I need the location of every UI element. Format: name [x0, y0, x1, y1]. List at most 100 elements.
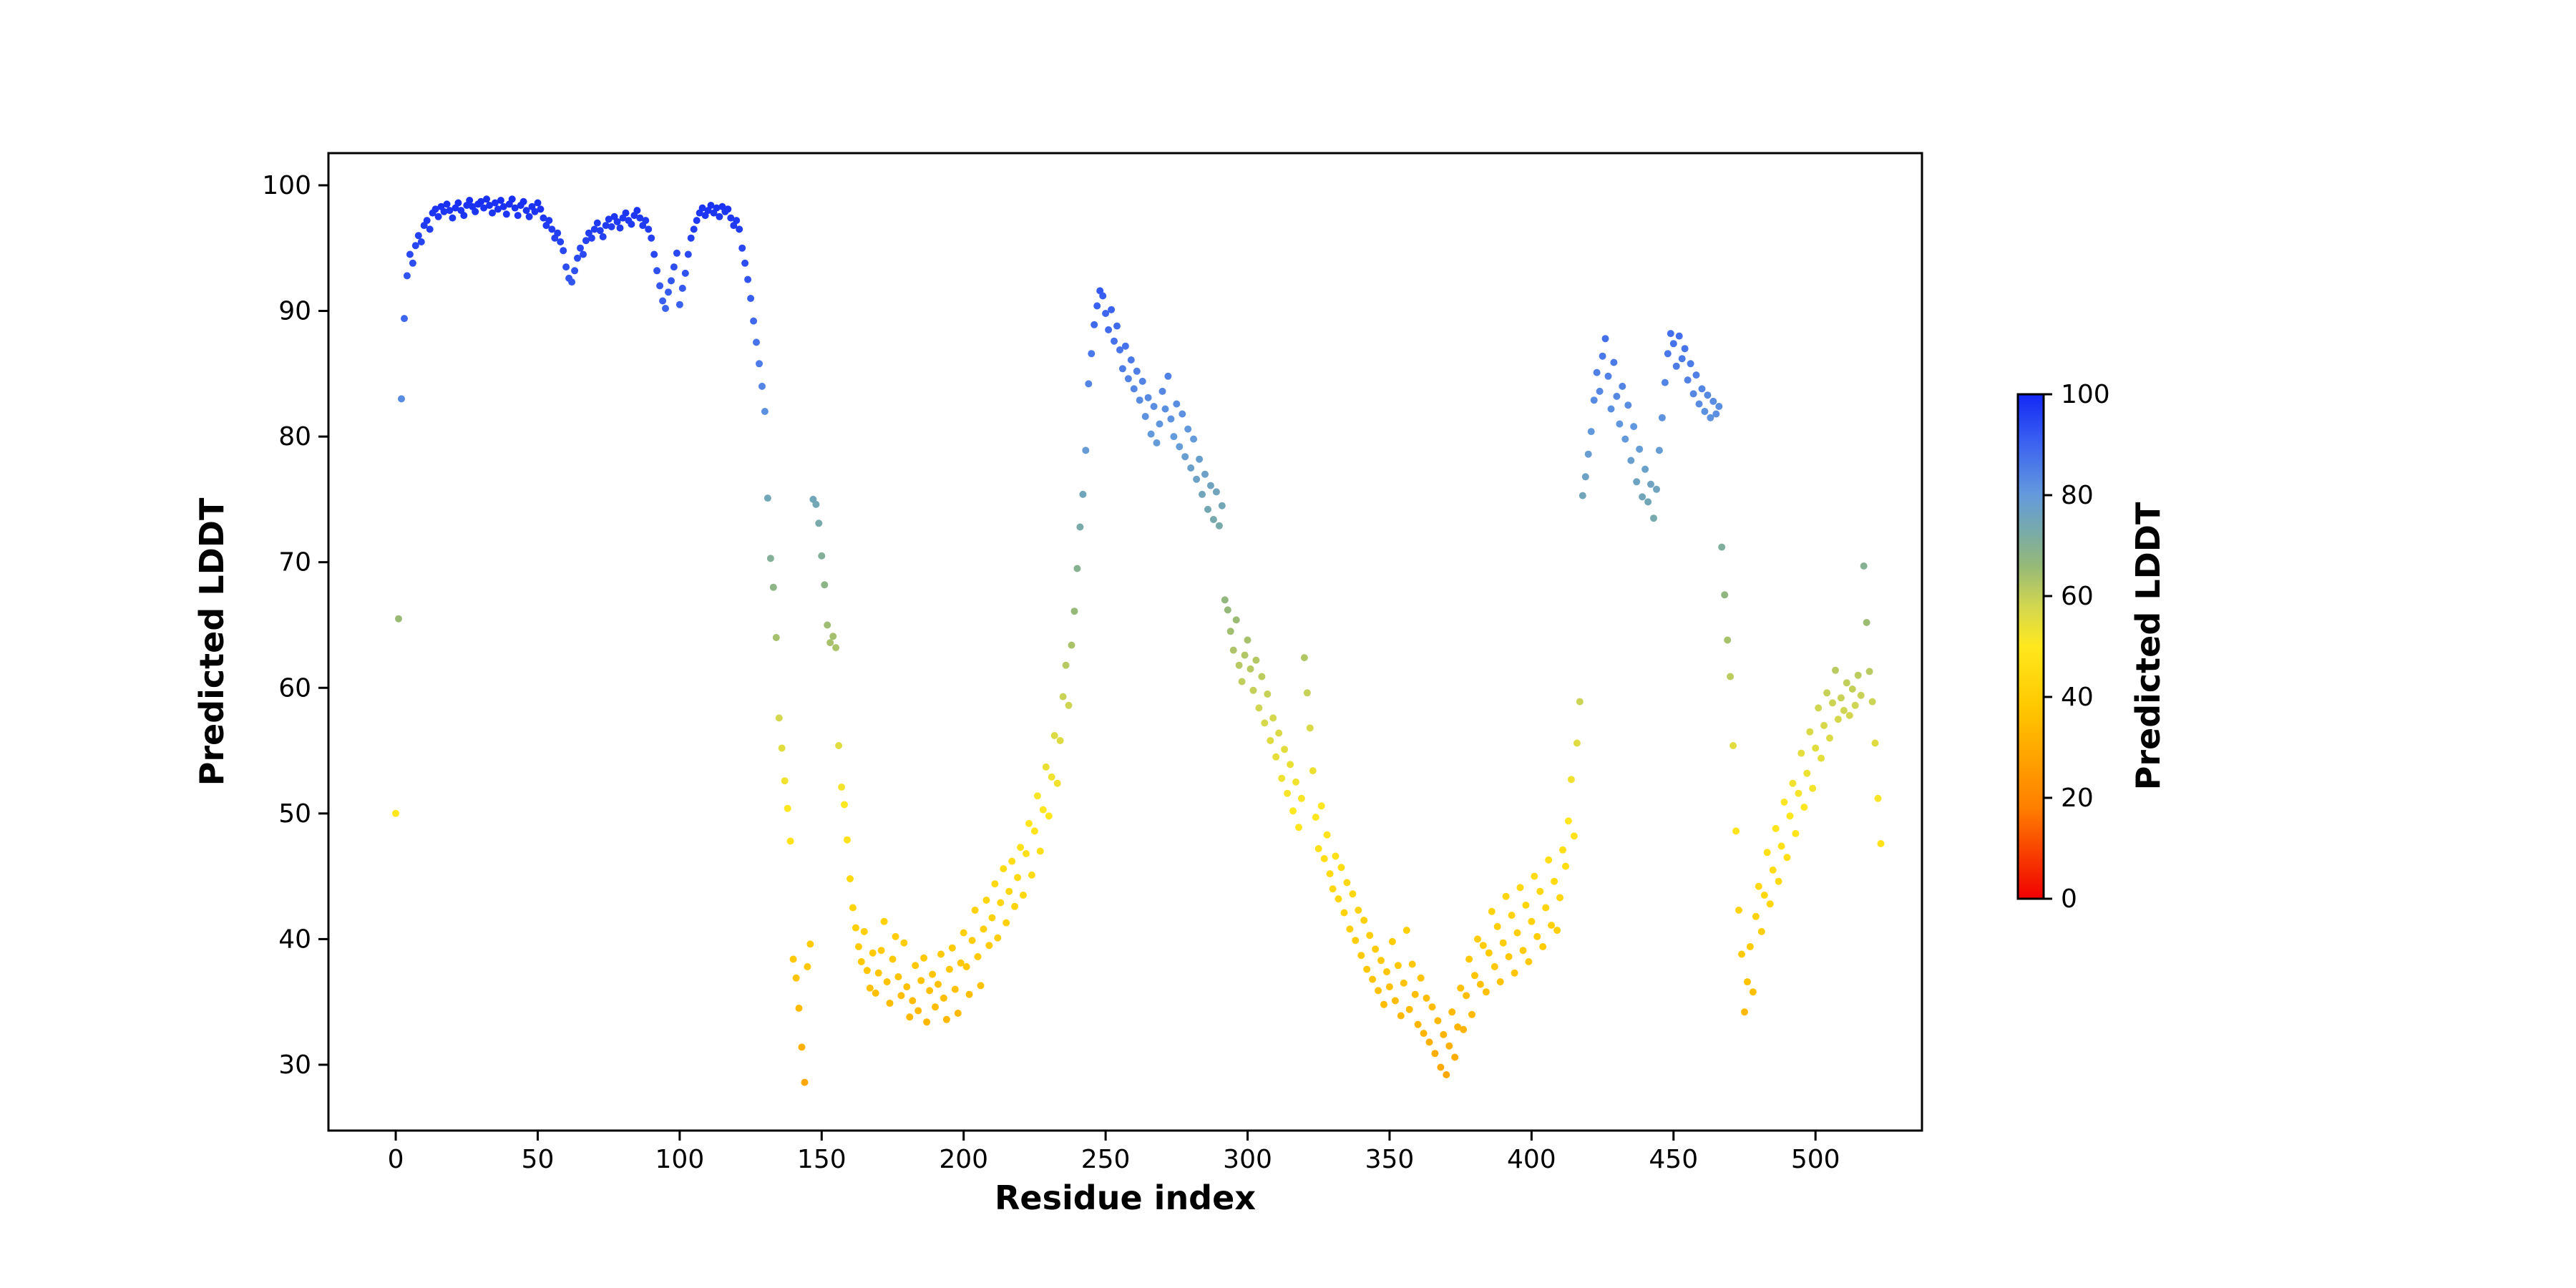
data-point: [1581, 473, 1589, 481]
data-point: [948, 944, 956, 952]
data-point: [1161, 405, 1169, 413]
data-point: [1226, 628, 1234, 635]
data-point: [1454, 1023, 1462, 1031]
data-point: [1042, 763, 1050, 771]
data-point: [1639, 493, 1646, 501]
data-point: [1669, 340, 1677, 348]
axes-box: [327, 152, 1923, 1132]
data-point: [1091, 321, 1098, 328]
data-point: [497, 197, 504, 204]
data-point: [571, 267, 579, 275]
data-point: [605, 215, 613, 223]
data-point: [1306, 724, 1314, 732]
data-point: [1150, 403, 1158, 410]
data-point: [1181, 453, 1189, 461]
data-point: [1366, 932, 1374, 940]
data-point: [1190, 435, 1198, 443]
data-point: [1179, 410, 1186, 418]
data-point: [1209, 516, 1217, 523]
data-point: [392, 809, 399, 817]
data-point: [1493, 922, 1501, 930]
data-point: [769, 583, 777, 591]
data-point: [1431, 1050, 1439, 1058]
data-point: [736, 225, 743, 233]
data-point: [1297, 794, 1305, 802]
data-point: [778, 744, 786, 752]
data-point: [1284, 789, 1292, 797]
data-point: [1818, 754, 1825, 762]
data-point: [1576, 698, 1584, 706]
y-tick-label: 100: [262, 171, 311, 200]
data-point: [1076, 523, 1084, 531]
data-point: [1468, 1010, 1475, 1018]
data-point: [1641, 465, 1649, 473]
colorbar: [2016, 393, 2045, 900]
data-point: [812, 500, 820, 508]
data-point: [406, 250, 414, 258]
data-point: [698, 204, 706, 212]
data-point: [519, 197, 527, 205]
data-point: [1005, 887, 1013, 895]
data-point: [962, 963, 970, 970]
data-point: [914, 1007, 922, 1015]
data-point: [1440, 1030, 1448, 1038]
data-point: [784, 804, 791, 812]
data-point: [1871, 739, 1879, 747]
data-point: [892, 932, 899, 940]
data-point: [932, 1003, 939, 1011]
data-point: [1380, 1000, 1387, 1008]
data-point: [477, 197, 485, 205]
data-point: [1860, 562, 1868, 570]
data-point: [1792, 829, 1800, 837]
data-point: [434, 213, 442, 220]
data-point: [727, 214, 735, 222]
data-point: [1559, 846, 1566, 854]
data-point: [1360, 917, 1368, 924]
data-point: [1786, 812, 1794, 820]
data-point: [687, 234, 695, 242]
data-point: [1303, 689, 1311, 697]
data-point: [1499, 939, 1507, 947]
data-point: [971, 907, 979, 914]
data-point: [616, 224, 624, 232]
data-point: [1837, 694, 1845, 702]
data-point: [1485, 949, 1493, 957]
data-point: [869, 949, 877, 957]
x-tick-label: 150: [797, 1145, 847, 1174]
data-point: [508, 195, 516, 203]
data-point: [923, 1018, 931, 1026]
data-point: [1607, 405, 1615, 413]
data-point: [1411, 990, 1419, 998]
data-point: [1695, 400, 1703, 408]
data-point: [1863, 619, 1870, 626]
y-axis-label: Predicted LDDT: [192, 497, 231, 786]
data-point: [1196, 455, 1204, 463]
data-point: [886, 1000, 894, 1007]
data-point: [872, 989, 879, 997]
data-point: [1757, 927, 1765, 935]
data-point: [1502, 892, 1510, 900]
data-point: [1062, 661, 1070, 669]
data-point: [1050, 732, 1058, 739]
data-point: [1147, 430, 1155, 438]
data-point: [1845, 711, 1853, 719]
data-point: [1127, 356, 1135, 364]
data-point: [398, 395, 405, 403]
data-point: [636, 214, 644, 222]
data-point: [991, 880, 999, 888]
data-point: [994, 934, 1002, 942]
data-point: [1780, 799, 1788, 806]
data-point: [1036, 847, 1044, 855]
x-tick-label: 400: [1507, 1145, 1556, 1174]
data-point: [608, 223, 615, 230]
data-point: [1874, 794, 1882, 802]
data-point: [1070, 608, 1078, 615]
data-point: [1596, 387, 1604, 395]
data-point: [540, 214, 547, 222]
data-point: [1020, 892, 1027, 899]
data-point: [877, 947, 885, 955]
data-point: [403, 272, 411, 280]
data-point: [1744, 978, 1751, 986]
data-point: [1002, 919, 1010, 927]
data-point: [449, 214, 457, 222]
